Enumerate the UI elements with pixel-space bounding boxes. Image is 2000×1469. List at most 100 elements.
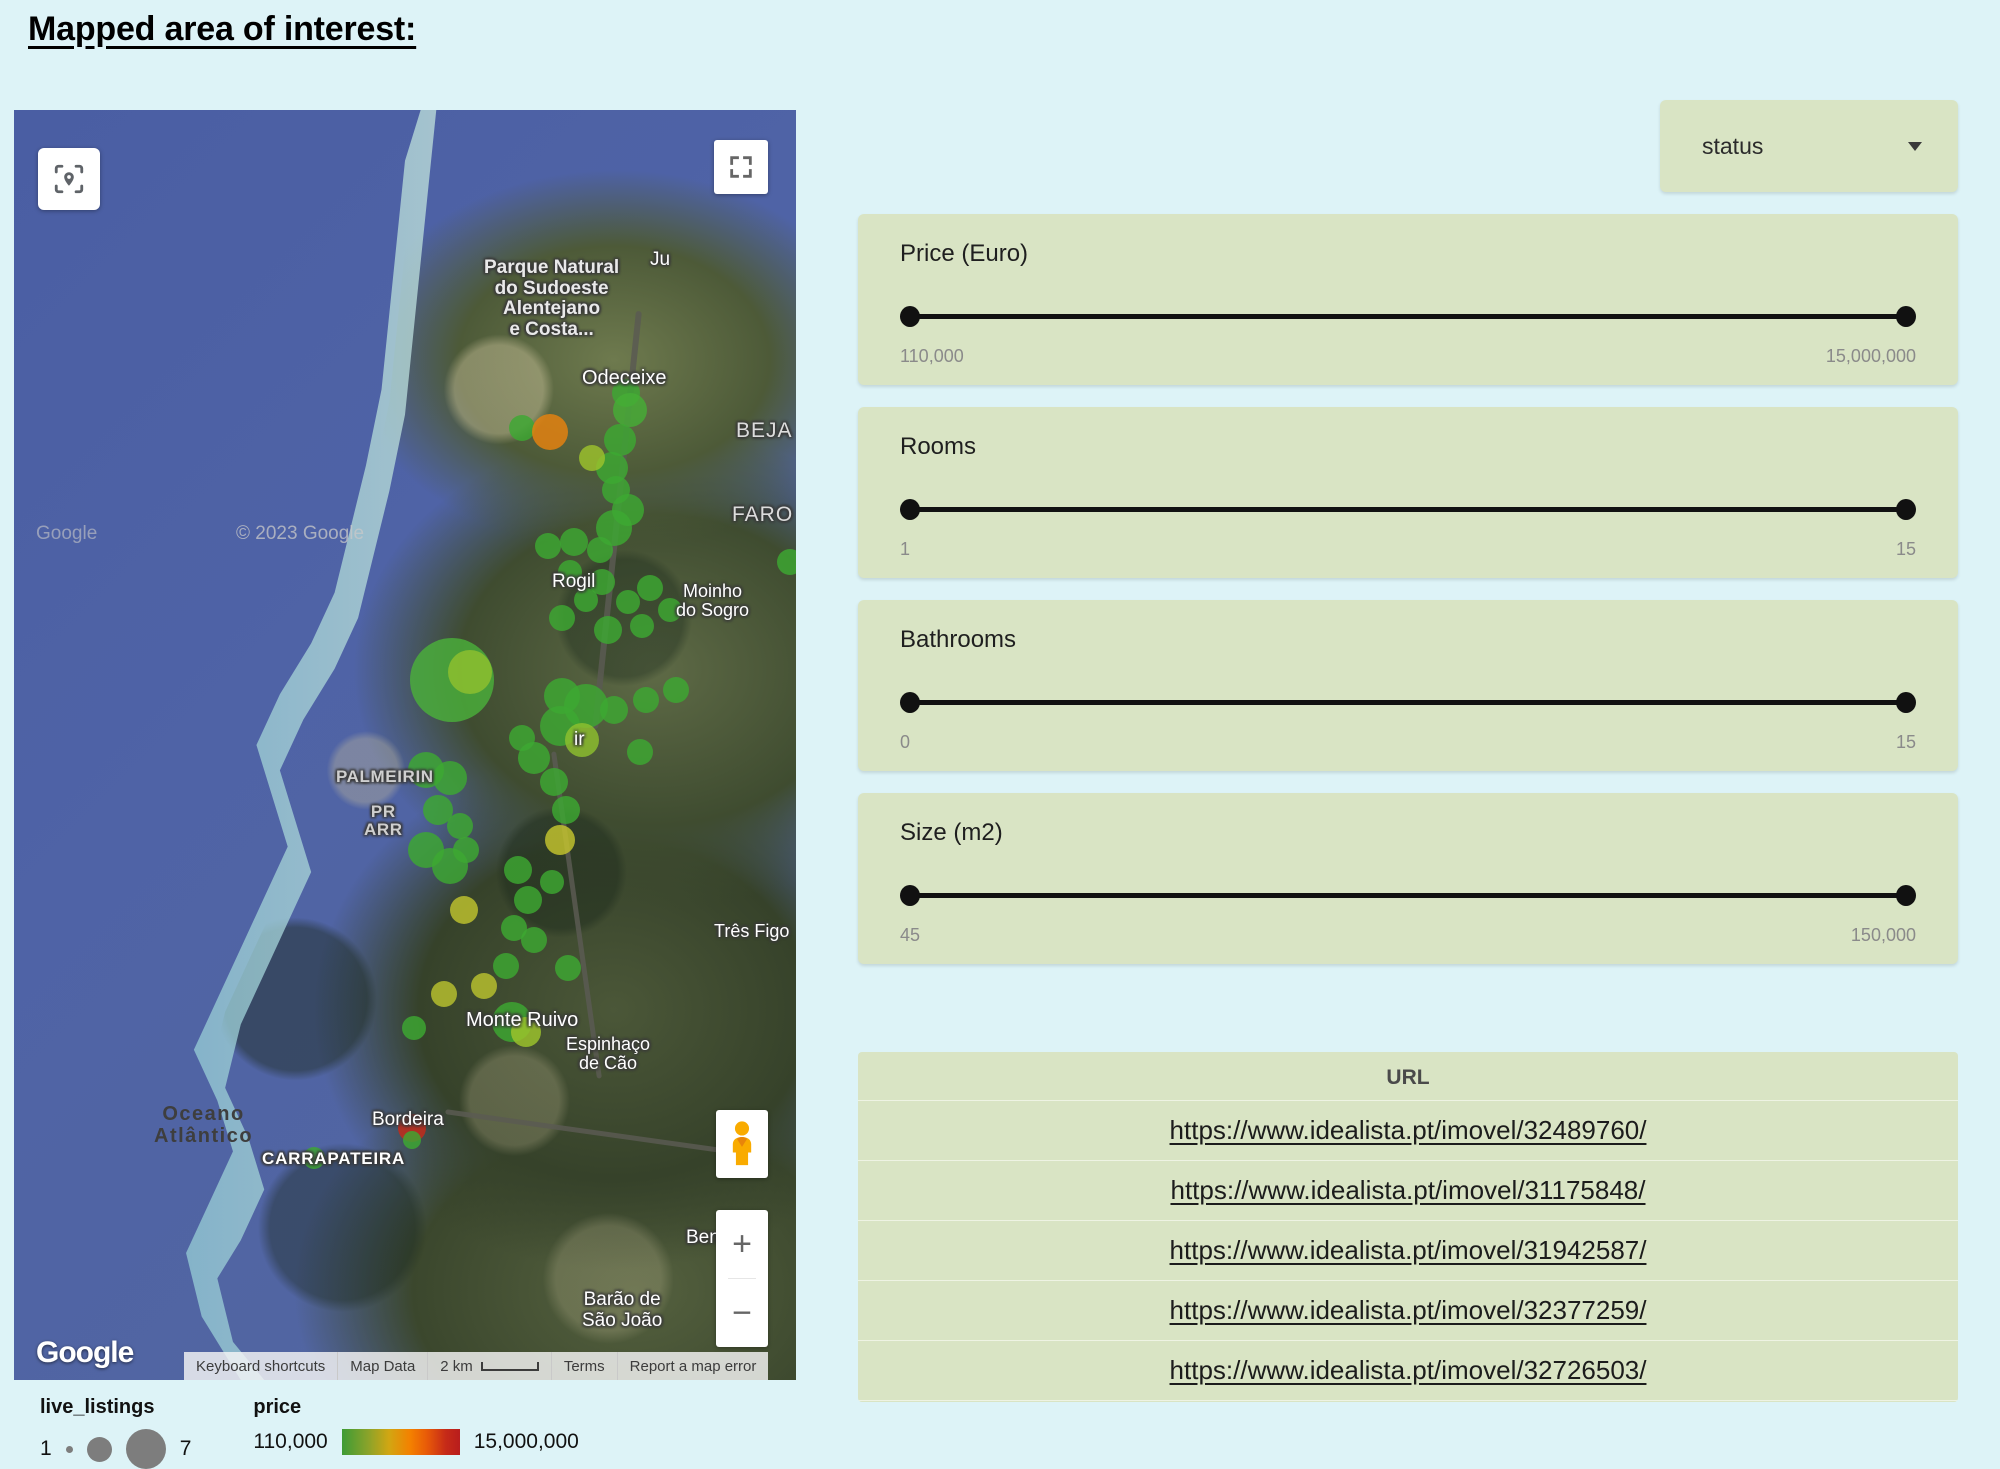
listing-marker[interactable] <box>433 761 467 795</box>
url-row[interactable]: https://www.idealista.pt/imovel/32377259… <box>858 1280 1958 1340</box>
listing-marker[interactable] <box>565 723 599 757</box>
listing-marker[interactable] <box>511 1017 541 1047</box>
slider-min-label: 45 <box>900 925 921 945</box>
listing-marker[interactable] <box>604 424 636 456</box>
listing-marker[interactable] <box>552 796 580 824</box>
listing-marker[interactable] <box>402 1016 426 1040</box>
url-link[interactable]: https://www.idealista.pt/imovel/31175848… <box>1170 1175 1646 1205</box>
listing-marker[interactable] <box>549 605 575 631</box>
listing-marker[interactable] <box>630 614 654 638</box>
slider-handle-min[interactable] <box>900 692 920 713</box>
listing-marker[interactable] <box>453 837 479 863</box>
listing-marker[interactable] <box>613 393 647 427</box>
locate-icon[interactable] <box>38 148 100 210</box>
listing-marker[interactable] <box>509 415 535 441</box>
url-link[interactable]: https://www.idealista.pt/imovel/31942587… <box>1169 1235 1647 1265</box>
slider-handle-max[interactable] <box>1896 306 1916 327</box>
map-panel[interactable]: Parque Natural do Sudoeste Alentejano e … <box>14 110 796 1380</box>
listing-marker[interactable] <box>545 825 575 855</box>
listing-marker[interactable] <box>555 955 581 981</box>
listing-marker[interactable] <box>493 953 519 979</box>
legend-color-block: price 110,000 15,000,000 <box>253 1396 579 1455</box>
listing-marker[interactable] <box>403 1131 421 1149</box>
slider-min-label: 0 <box>900 732 911 752</box>
listing-marker[interactable] <box>594 616 622 644</box>
legend-dot-large <box>125 1429 166 1469</box>
slider-handle-max[interactable] <box>1896 692 1916 713</box>
slider-track-wrap[interactable] <box>900 499 1916 520</box>
slider-track-wrap[interactable] <box>900 692 1916 713</box>
slider-max-label: 15,000,000 <box>1825 346 1916 366</box>
listing-marker[interactable] <box>633 687 659 713</box>
listing-marker[interactable] <box>616 590 640 614</box>
legend-size-row: 1 7 <box>40 1429 191 1469</box>
map-data-label[interactable]: Map Data <box>338 1352 429 1380</box>
map-canvas[interactable]: Parque Natural do Sudoeste Alentejano e … <box>14 110 796 1380</box>
street-view-pegman-icon[interactable] <box>716 1110 768 1178</box>
slider-track[interactable] <box>906 314 1910 319</box>
url-row[interactable]: https://www.idealista.pt/imovel/32489760… <box>858 1100 1958 1160</box>
status-dropdown[interactable]: status <box>1660 100 1958 192</box>
slider-min-label: 1 <box>900 539 911 559</box>
listing-marker[interactable] <box>540 768 568 796</box>
slider-card-price-euro: Price (Euro) 110,000 15,000,000 <box>858 214 1958 385</box>
listing-marker[interactable] <box>509 725 535 751</box>
listing-marker[interactable] <box>558 560 582 584</box>
legend-size-max: 7 <box>179 1437 192 1460</box>
listing-marker[interactable] <box>447 813 473 839</box>
slider-track[interactable] <box>906 700 1910 705</box>
slider-track[interactable] <box>906 893 1910 898</box>
listing-marker[interactable] <box>431 981 457 1007</box>
slider-range-labels: 45 150,000 <box>900 925 1916 946</box>
slider-track-wrap[interactable] <box>900 885 1916 906</box>
url-link[interactable]: https://www.idealista.pt/imovel/32377259… <box>1169 1295 1647 1325</box>
listing-marker[interactable] <box>777 549 796 575</box>
slider-track[interactable] <box>906 507 1910 512</box>
listing-marker[interactable] <box>514 886 542 914</box>
terms-link[interactable]: Terms <box>552 1352 618 1380</box>
map-scale-label: 2 km <box>440 1357 473 1375</box>
listing-marker[interactable] <box>303 1147 325 1169</box>
fullscreen-icon[interactable] <box>714 140 768 194</box>
url-row[interactable]: https://www.idealista.pt/imovel/31942587… <box>858 1220 1958 1280</box>
url-link[interactable]: https://www.idealista.pt/imovel/32489760… <box>1169 1115 1647 1145</box>
listing-marker[interactable] <box>560 528 588 556</box>
chevron-down-icon <box>1908 141 1922 151</box>
listing-marker[interactable] <box>658 598 682 622</box>
slider-label: Size (m2) <box>900 819 1003 846</box>
listing-marker[interactable] <box>627 739 653 765</box>
slider-handle-min[interactable] <box>900 885 920 906</box>
url-link[interactable]: https://www.idealista.pt/imovel/32726503… <box>1169 1355 1647 1385</box>
zoom-controls[interactable]: + − <box>716 1210 768 1347</box>
slider-range-labels: 1 15 <box>900 539 1916 560</box>
listing-marker[interactable] <box>471 973 497 999</box>
listing-marker[interactable] <box>574 588 598 612</box>
url-row[interactable]: https://www.idealista.pt/imovel/32726503… <box>858 1340 1958 1400</box>
legend-size-title: live_listings <box>40 1396 155 1418</box>
zoom-in-button[interactable]: + <box>732 1224 752 1263</box>
slider-handle-min[interactable] <box>900 499 920 520</box>
report-map-error-link[interactable]: Report a map error <box>629 1357 757 1375</box>
listing-marker[interactable] <box>579 445 605 471</box>
listing-marker[interactable] <box>587 537 613 563</box>
legend-color-min: 110,000 <box>253 1430 328 1453</box>
listing-marker[interactable] <box>521 927 547 953</box>
page-title: Mapped area of interest: <box>28 10 417 48</box>
zoom-out-button[interactable]: − <box>732 1293 752 1332</box>
listing-marker[interactable] <box>532 414 568 450</box>
listing-marker[interactable] <box>540 870 564 894</box>
slider-handle-max[interactable] <box>1896 885 1916 906</box>
listing-marker[interactable] <box>600 696 628 724</box>
url-row[interactable]: https://www.idealista.pt/imovel/31175848… <box>858 1160 1958 1220</box>
listing-marker[interactable] <box>504 856 532 884</box>
keyboard-shortcuts-button[interactable]: Keyboard shortcuts <box>184 1352 339 1380</box>
listing-marker[interactable] <box>637 575 663 601</box>
listing-marker[interactable] <box>535 533 561 559</box>
url-row[interactable]: https://www.idealista.pt/imovel/32844683… <box>858 1400 1958 1402</box>
slider-handle-min[interactable] <box>900 306 920 327</box>
listing-marker[interactable] <box>448 650 492 694</box>
listing-marker[interactable] <box>450 896 478 924</box>
slider-handle-max[interactable] <box>1896 499 1916 520</box>
listing-marker[interactable] <box>663 677 689 703</box>
slider-track-wrap[interactable] <box>900 306 1916 327</box>
